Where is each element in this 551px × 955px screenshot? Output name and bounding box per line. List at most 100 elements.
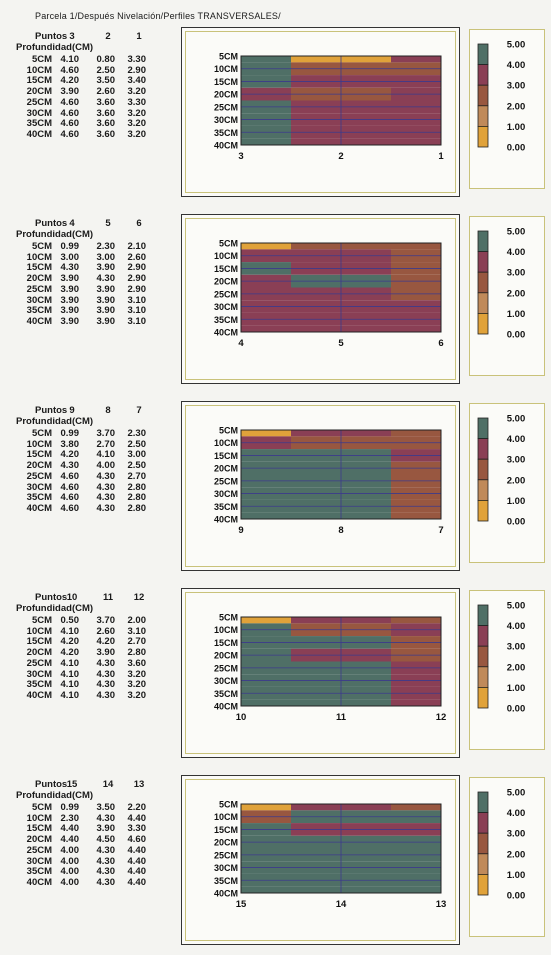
depth-label: 15CM: [26, 636, 52, 648]
heatmap-cell: [391, 430, 441, 437]
heatmap-cell: [241, 243, 291, 250]
profile-panel: Puntos 9 8 7 Profundidad(CM) 5CM 0.99 3.70 2.30 1…: [0, 396, 551, 581]
plot-border: [240, 55, 442, 146]
legend-swatch: [477, 791, 489, 814]
y-tick-label: 10CM: [214, 625, 238, 635]
heatmap-cell: [241, 430, 291, 437]
table-value: 3.70: [96, 428, 116, 439]
table-value: 3.60: [96, 118, 116, 130]
legend-swatch: [477, 479, 489, 501]
table-value: 2.80: [127, 647, 147, 659]
depth-label: 25CM: [26, 96, 52, 108]
depth-label: 30CM: [26, 107, 52, 119]
table-value: 4.40: [127, 876, 147, 888]
legend-swatch: [477, 64, 489, 86]
y-tick-label: 15CM: [214, 451, 238, 461]
color-legend: 5.00 4.00 3.00 2.00 1.00 0.00: [469, 29, 545, 189]
heatmap-frame: 5CM 10CM 15CM 20CM 25CM 30CM 35CM 40CM 4 5 6: [181, 214, 460, 384]
y-tick-label: 20CM: [214, 651, 238, 661]
table-value: 4.30: [96, 470, 116, 482]
depth-header: Profundidad(CM): [16, 603, 94, 614]
point-header: 7: [136, 405, 142, 416]
depth-label: 20CM: [26, 647, 52, 659]
x-tick-label: 12: [436, 712, 447, 723]
y-tick-label: 30CM: [214, 489, 238, 499]
table-value: 2.20: [127, 802, 147, 813]
y-tick-label: 30CM: [214, 863, 238, 873]
depth-label: 35CM: [26, 679, 52, 691]
depth-header: Profundidad(CM): [16, 42, 94, 53]
table-value: 2.70: [127, 636, 147, 648]
table-value: 2.70: [96, 438, 116, 450]
legend-swatch: [477, 666, 489, 688]
table-value: 4.60: [60, 64, 80, 76]
table-value: 3.10: [127, 315, 147, 327]
points-header: Puntos: [35, 31, 68, 42]
points-header: Puntos: [35, 779, 68, 790]
plot-border: [240, 803, 442, 894]
legend-tick-label: 4.00: [507, 247, 526, 258]
y-tick-label: 25CM: [214, 663, 238, 673]
table-value: 4.30: [96, 273, 116, 285]
profile-panel: Puntos 3 2 1 Profundidad(CM) 5CM 4.10 0.80 3.30 1…: [0, 22, 551, 207]
table-value: 0.99: [60, 802, 80, 813]
table-value: 3.90: [96, 647, 116, 659]
legend-scale: 5.00 4.00 3.00 2.00 1.00 0.00: [477, 227, 526, 341]
depth-label: 10CM: [26, 625, 52, 637]
point-header: 10: [66, 592, 78, 603]
color-legend: 5.00 4.00 3.00 2.00 1.00 0.00: [469, 777, 545, 937]
table-value: 3.90: [96, 283, 116, 295]
heatmap-cell: [241, 617, 291, 624]
depth-label: 25CM: [26, 470, 52, 482]
heatmap-cell: [241, 325, 291, 332]
legend-swatch: [477, 500, 489, 522]
profile-panel: Puntos 10 11 12 Profundidad(CM) 5CM 0.50 3.70 2.…: [0, 583, 551, 768]
heatmap-cell: [391, 56, 441, 63]
legend-scale: 5.00 4.00 3.00 2.00 1.00 0.00: [477, 40, 525, 154]
table-value: 3.10: [127, 294, 147, 306]
table-value: 4.10: [60, 689, 80, 701]
table-value: 2.80: [127, 502, 147, 514]
table-value: 3.00: [60, 251, 80, 263]
table-value: 3.90: [96, 262, 116, 274]
point-header: 11: [102, 592, 114, 603]
legend-tick-label: 4.00: [507, 621, 526, 632]
legend-scale: 5.00 4.00 3.00 2.00 1.00 0.00: [477, 601, 526, 715]
legend-tick-label: 0.00: [507, 891, 526, 902]
profile-panel: Puntos 4 5 6 Profundidad(CM) 5CM 0.99 2.30 2.10 1…: [0, 209, 551, 394]
plot-border: [240, 429, 442, 520]
y-tick-label: 15CM: [214, 825, 238, 835]
table-value: 4.30: [96, 502, 116, 514]
depth-label: 35CM: [26, 866, 52, 878]
legend-tick-label: 1.00: [507, 496, 526, 507]
legend-tick-label: 3.00: [507, 268, 526, 279]
table-value: 3.90: [60, 294, 80, 306]
table-value: 4.60: [127, 834, 147, 846]
table-value: 2.70: [127, 470, 147, 482]
legend-swatch: [477, 251, 489, 273]
table-value: 2.30: [60, 812, 80, 824]
legend-swatch: [477, 84, 489, 107]
depth-label: 10CM: [26, 251, 52, 263]
point-header: 3: [69, 31, 75, 42]
table-value: 4.60: [60, 492, 80, 504]
depth-label: 25CM: [26, 283, 52, 295]
table-value: 4.30: [96, 492, 116, 504]
point-header: 5: [105, 218, 111, 229]
table-value: 4.40: [60, 823, 80, 835]
table-value: 4.30: [96, 855, 116, 867]
depth-label: 30CM: [26, 855, 52, 867]
table-value: 4.60: [60, 502, 80, 514]
legend-swatch: [477, 687, 489, 709]
y-tick-label: 35CM: [214, 502, 238, 512]
table-value: 3.90: [96, 315, 116, 327]
table-value: 3.20: [127, 689, 147, 701]
y-tick-label: 35CM: [214, 315, 238, 325]
depth-header: Profundidad(CM): [16, 229, 94, 240]
depth-label: 30CM: [26, 294, 52, 306]
legend-tick-label: 0.00: [507, 704, 526, 715]
depth-label: 15CM: [26, 823, 52, 835]
